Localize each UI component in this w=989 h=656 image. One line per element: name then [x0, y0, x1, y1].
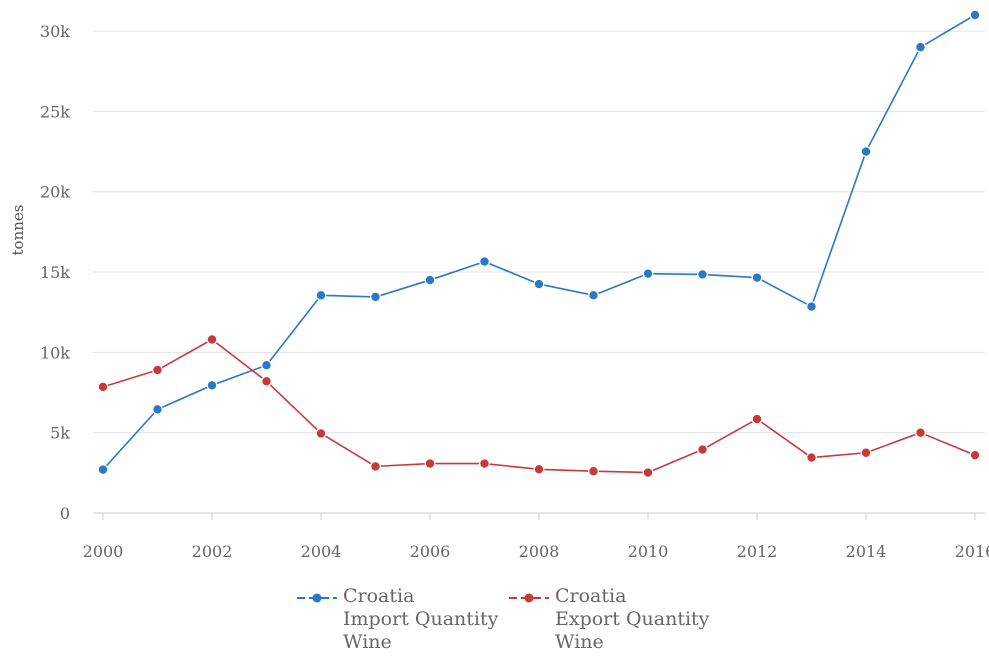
- x-tick-label: 2008: [519, 542, 560, 561]
- data-point[interactable]: [424, 458, 436, 469]
- legend-label-import: Croatia Import Quantity Wine: [343, 585, 499, 653]
- legend: Croatia Import Quantity Wine Croatia Exp…: [0, 585, 989, 656]
- data-point[interactable]: [152, 364, 163, 376]
- grid-lines: [93, 30, 985, 434]
- x-tick-label: 2006: [410, 542, 451, 561]
- data-point[interactable]: [751, 413, 763, 425]
- data-point[interactable]: [206, 334, 218, 345]
- data-point[interactable]: [969, 9, 981, 21]
- series-0: [97, 9, 981, 476]
- data-point[interactable]: [370, 461, 381, 472]
- data-point[interactable]: [370, 291, 381, 303]
- data-point[interactable]: [479, 458, 490, 469]
- y-tick-label: 15k: [40, 263, 70, 282]
- y-tick-label: 10k: [40, 343, 70, 362]
- data-point[interactable]: [261, 359, 272, 371]
- data-point[interactable]: [97, 464, 109, 476]
- data-point[interactable]: [533, 463, 545, 475]
- x-tick-label: 2014: [846, 542, 887, 561]
- data-point[interactable]: [915, 427, 926, 439]
- y-tick-label: 25k: [40, 102, 70, 121]
- data-point[interactable]: [642, 467, 654, 478]
- legend-label-export: Croatia Export Quantity Wine: [555, 585, 710, 653]
- data-point[interactable]: [915, 41, 926, 53]
- legend-item-export[interactable]: Croatia Export Quantity Wine: [509, 585, 709, 654]
- x-axis: 2000 2002 2004 2006 2008 2010 2012 2014 2016: [83, 512, 989, 561]
- data-point[interactable]: [152, 403, 163, 415]
- data-point[interactable]: [261, 375, 272, 387]
- data-point[interactable]: [697, 444, 708, 455]
- y-axis-title: tonnes: [9, 205, 27, 256]
- y-tick-label: 20k: [40, 183, 70, 202]
- series-line: [102, 338, 976, 474]
- data-series: [97, 9, 981, 478]
- data-point[interactable]: [860, 447, 872, 459]
- data-point[interactable]: [97, 381, 109, 393]
- x-tick-label: 2002: [192, 542, 233, 561]
- data-point[interactable]: [206, 379, 218, 391]
- data-point[interactable]: [588, 289, 599, 301]
- y-tick-label: 5k: [50, 424, 70, 443]
- x-tick-label: 2010: [628, 542, 669, 561]
- data-point[interactable]: [806, 301, 817, 312]
- series-line: [102, 14, 976, 471]
- x-tick-label: 2004: [301, 542, 342, 561]
- data-point[interactable]: [806, 452, 817, 463]
- x-tick-label: 2016: [955, 542, 989, 561]
- data-point[interactable]: [751, 272, 763, 284]
- data-point[interactable]: [642, 268, 654, 280]
- y-axis-ticks: 0 5k 10k 15k 20k 25k 30k: [40, 22, 70, 523]
- data-point[interactable]: [697, 269, 708, 280]
- legend-item-import[interactable]: Croatia Import Quantity Wine: [297, 585, 498, 654]
- data-point[interactable]: [588, 465, 599, 477]
- y-tick-label: 0: [60, 504, 70, 523]
- legend-swatch-export: [509, 593, 549, 603]
- x-tick-label: 2012: [737, 542, 778, 561]
- data-point[interactable]: [315, 289, 327, 301]
- data-point[interactable]: [533, 278, 545, 290]
- series-1: [97, 334, 981, 478]
- y-tick-label: 30k: [40, 22, 70, 41]
- data-point[interactable]: [860, 146, 872, 157]
- legend-swatch-import: [297, 593, 337, 603]
- data-point[interactable]: [315, 428, 327, 439]
- data-point[interactable]: [969, 449, 981, 461]
- x-tick-label: 2000: [83, 542, 124, 561]
- data-point[interactable]: [479, 256, 490, 267]
- data-point[interactable]: [424, 274, 436, 286]
